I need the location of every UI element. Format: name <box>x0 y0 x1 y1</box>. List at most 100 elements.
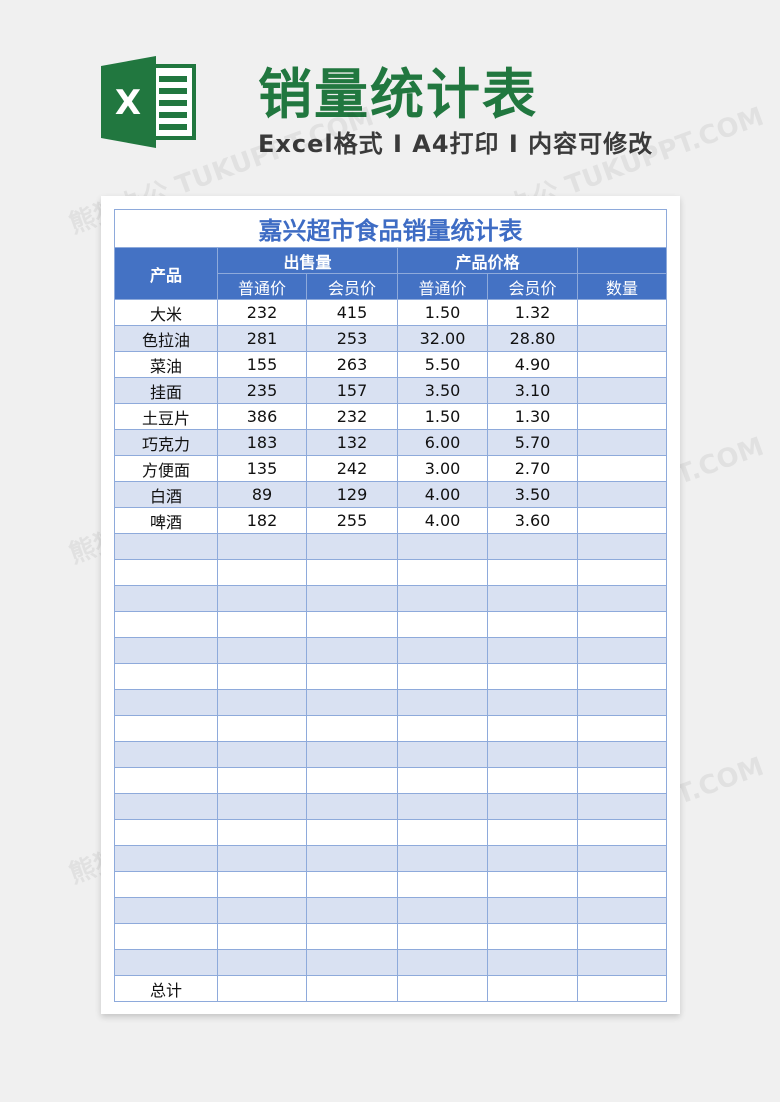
cell-price-regular[interactable] <box>397 585 488 612</box>
cell-quantity[interactable] <box>577 377 667 404</box>
cell-quantity[interactable] <box>577 559 667 586</box>
cell-price-member[interactable]: 3.50 <box>487 481 578 508</box>
cell-sales-regular[interactable]: 135 <box>217 455 307 482</box>
cell-sales-member[interactable]: 255 <box>306 507 398 534</box>
cell-product[interactable] <box>114 793 218 820</box>
cell-price-regular[interactable] <box>397 975 488 1002</box>
cell-sales-member[interactable] <box>306 637 398 664</box>
cell-quantity[interactable] <box>577 585 667 612</box>
cell-price-regular[interactable] <box>397 871 488 898</box>
cell-price-member[interactable] <box>487 897 578 924</box>
cell-sales-regular[interactable] <box>217 767 307 794</box>
cell-price-regular[interactable]: 4.00 <box>397 507 488 534</box>
cell-sales-member[interactable] <box>306 741 398 768</box>
cell-price-regular[interactable]: 1.50 <box>397 403 488 430</box>
cell-price-member[interactable]: 1.30 <box>487 403 578 430</box>
cell-product[interactable]: 土豆片 <box>114 403 218 430</box>
cell-price-regular[interactable] <box>397 715 488 742</box>
cell-sales-member[interactable] <box>306 819 398 846</box>
cell-sales-regular[interactable] <box>217 871 307 898</box>
cell-sales-member[interactable] <box>306 975 398 1002</box>
cell-quantity[interactable] <box>577 767 667 794</box>
cell-price-regular[interactable] <box>397 741 488 768</box>
cell-price-member[interactable] <box>487 819 578 846</box>
cell-price-member[interactable] <box>487 871 578 898</box>
cell-product[interactable]: 菜油 <box>114 351 218 378</box>
cell-sales-member[interactable]: 242 <box>306 455 398 482</box>
cell-price-regular[interactable] <box>397 637 488 664</box>
cell-sales-regular[interactable] <box>217 949 307 976</box>
cell-quantity[interactable] <box>577 923 667 950</box>
cell-sales-member[interactable] <box>306 949 398 976</box>
cell-product[interactable] <box>114 611 218 638</box>
cell-quantity[interactable] <box>577 481 667 508</box>
cell-sales-member[interactable] <box>306 897 398 924</box>
cell-sales-regular[interactable] <box>217 689 307 716</box>
cell-sales-member[interactable] <box>306 585 398 612</box>
cell-product[interactable] <box>114 741 218 768</box>
cell-sales-member[interactable]: 263 <box>306 351 398 378</box>
cell-quantity[interactable] <box>577 299 667 326</box>
cell-sales-regular[interactable]: 232 <box>217 299 307 326</box>
cell-product[interactable]: 色拉油 <box>114 325 218 352</box>
cell-product[interactable]: 白酒 <box>114 481 218 508</box>
cell-sales-regular[interactable]: 281 <box>217 325 307 352</box>
cell-quantity[interactable] <box>577 819 667 846</box>
cell-product[interactable]: 大米 <box>114 299 218 326</box>
cell-sales-regular[interactable] <box>217 819 307 846</box>
cell-price-regular[interactable] <box>397 533 488 560</box>
cell-price-regular[interactable] <box>397 819 488 846</box>
cell-product[interactable] <box>114 871 218 898</box>
cell-quantity[interactable] <box>577 533 667 560</box>
cell-price-member[interactable] <box>487 845 578 872</box>
cell-quantity[interactable] <box>577 637 667 664</box>
cell-sales-member[interactable]: 232 <box>306 403 398 430</box>
cell-sales-regular[interactable] <box>217 845 307 872</box>
cell-sales-member[interactable] <box>306 923 398 950</box>
cell-price-regular[interactable]: 6.00 <box>397 429 488 456</box>
cell-price-regular[interactable] <box>397 559 488 586</box>
cell-sales-regular[interactable] <box>217 559 307 586</box>
cell-product[interactable] <box>114 533 218 560</box>
cell-price-member[interactable]: 2.70 <box>487 455 578 482</box>
cell-quantity[interactable] <box>577 741 667 768</box>
cell-product[interactable] <box>114 949 218 976</box>
cell-quantity[interactable] <box>577 403 667 430</box>
cell-product[interactable] <box>114 585 218 612</box>
cell-quantity[interactable] <box>577 611 667 638</box>
cell-price-regular[interactable] <box>397 845 488 872</box>
cell-sales-member[interactable] <box>306 559 398 586</box>
cell-sales-regular[interactable] <box>217 975 307 1002</box>
cell-product[interactable] <box>114 819 218 846</box>
cell-sales-member[interactable] <box>306 663 398 690</box>
cell-price-member[interactable] <box>487 975 578 1002</box>
cell-product[interactable] <box>114 923 218 950</box>
cell-price-regular[interactable]: 3.50 <box>397 377 488 404</box>
cell-price-member[interactable] <box>487 793 578 820</box>
cell-sales-regular[interactable]: 235 <box>217 377 307 404</box>
cell-sales-member[interactable] <box>306 689 398 716</box>
cell-sales-regular[interactable]: 182 <box>217 507 307 534</box>
cell-quantity[interactable] <box>577 845 667 872</box>
cell-sales-member[interactable]: 253 <box>306 325 398 352</box>
cell-quantity[interactable] <box>577 325 667 352</box>
cell-price-regular[interactable]: 3.00 <box>397 455 488 482</box>
cell-quantity[interactable] <box>577 507 667 534</box>
cell-sales-member[interactable] <box>306 871 398 898</box>
cell-price-regular[interactable] <box>397 897 488 924</box>
cell-product[interactable]: 方便面 <box>114 455 218 482</box>
cell-product[interactable] <box>114 637 218 664</box>
cell-price-member[interactable] <box>487 533 578 560</box>
cell-price-member[interactable] <box>487 663 578 690</box>
cell-product[interactable] <box>114 767 218 794</box>
cell-sales-regular[interactable] <box>217 715 307 742</box>
cell-sales-regular[interactable]: 183 <box>217 429 307 456</box>
cell-quantity[interactable] <box>577 663 667 690</box>
cell-product[interactable] <box>114 715 218 742</box>
cell-sales-member[interactable] <box>306 845 398 872</box>
cell-sales-regular[interactable] <box>217 897 307 924</box>
cell-quantity[interactable] <box>577 871 667 898</box>
cell-sales-regular[interactable]: 155 <box>217 351 307 378</box>
cell-quantity[interactable] <box>577 975 667 1002</box>
cell-quantity[interactable] <box>577 897 667 924</box>
